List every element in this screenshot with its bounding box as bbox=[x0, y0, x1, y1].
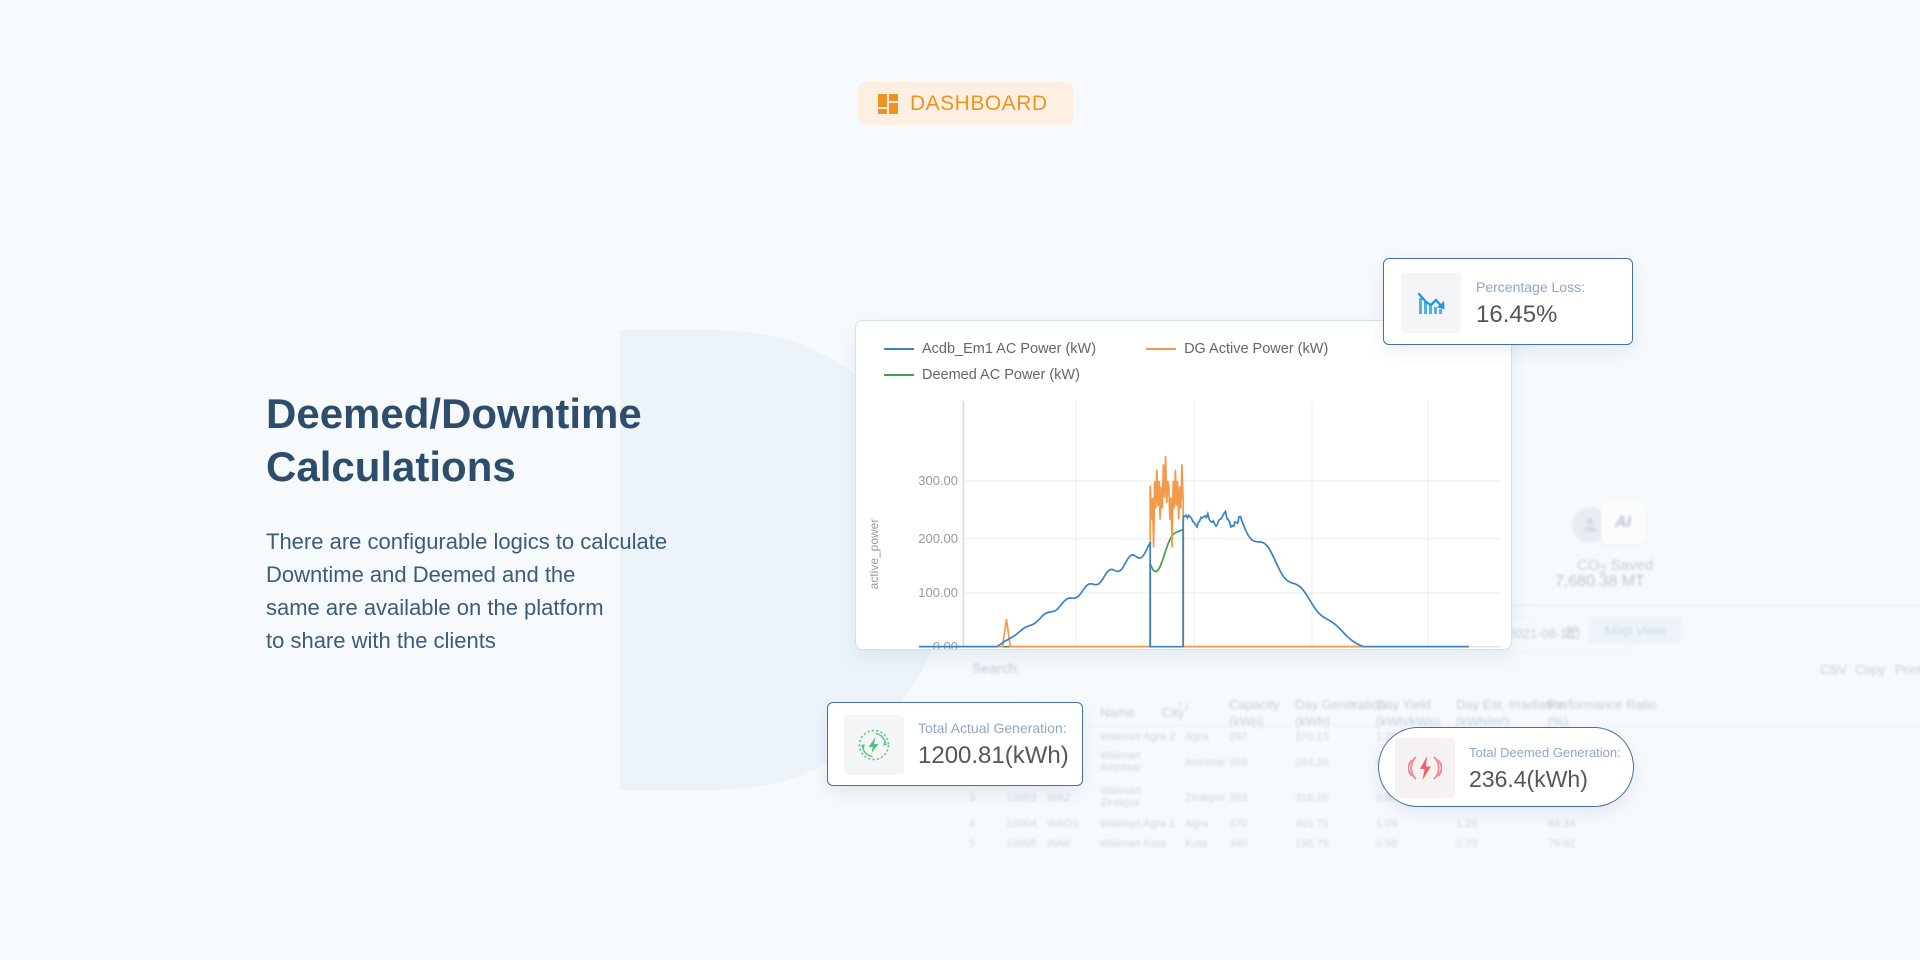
svg-text:200.00: 200.00 bbox=[918, 531, 958, 546]
svg-text:active_power: active_power bbox=[867, 519, 881, 590]
svg-text:300.00: 300.00 bbox=[918, 473, 958, 488]
svg-text:100.00: 100.00 bbox=[918, 585, 958, 600]
